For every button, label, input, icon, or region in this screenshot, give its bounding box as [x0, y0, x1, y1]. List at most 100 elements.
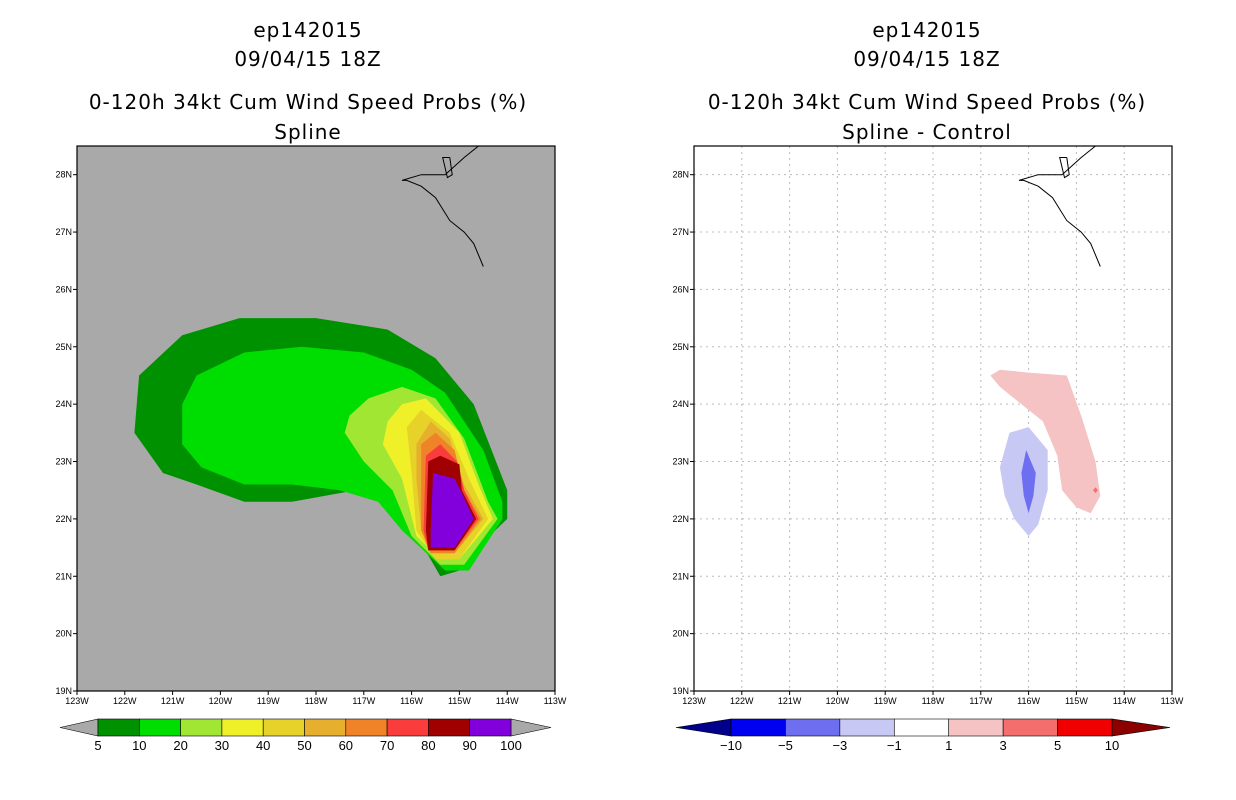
colorbar-swatch	[730, 718, 786, 737]
panel-spline: ep142015 09/04/15 18Z 0-120h 34kt Cum Wi…	[55, 18, 566, 753]
lon-tick-label: 118W	[922, 696, 945, 706]
island-path	[1059, 157, 1070, 179]
lat-tick-label: 21N	[55, 571, 72, 581]
axis-ticks: 123W 122W 121W 120W 119W 118W 117W 116W 115W 114W…	[672, 170, 1183, 706]
lat-tick-label: 28N	[55, 170, 72, 180]
colorbar-swatch	[428, 718, 470, 737]
coastline	[1018, 145, 1101, 267]
colorbar: 5 10 20 30 40 50 60 70 80 90 100	[59, 718, 552, 753]
lat-tick-label: 21N	[672, 571, 689, 581]
colorbar-swatch	[139, 718, 181, 737]
lat-tick-label: 20N	[55, 629, 72, 639]
colorbar-swatch	[1057, 718, 1113, 737]
lon-tick-label: 121W	[161, 696, 185, 706]
lat-tick-label: 28N	[672, 170, 689, 180]
lon-tick-label: 114W	[496, 696, 519, 706]
lon-tick-label: 121W	[778, 696, 802, 706]
colorbar-label: 40	[256, 738, 270, 753]
colorbar-label: 30	[215, 738, 229, 753]
lat-tick-label: 27N	[672, 227, 689, 237]
colorbar-swatch	[785, 718, 841, 737]
lat-tick-label: 22N	[672, 514, 689, 524]
axis-ticks: 123W 122W 121W 120W 119W 118W 117W 116W 115W 114W…	[55, 170, 566, 706]
lat-tick-label: 22N	[55, 514, 72, 524]
colorbar-label: 50	[297, 738, 311, 753]
lon-tick-label: 120W	[826, 696, 850, 706]
colorbar-label: 10	[1105, 738, 1119, 753]
lat-tick-label: 25N	[55, 342, 72, 352]
datetime-title: 09/04/15 18Z	[234, 47, 381, 71]
lon-tick-label: 113W	[1161, 696, 1184, 706]
lat-tick-label: 23N	[672, 457, 689, 467]
lat-tick-label: 23N	[55, 457, 72, 467]
colorbar-low-arrow	[59, 718, 99, 737]
lon-tick-label: 115W	[1065, 696, 1088, 706]
lon-tick-label: 116W	[1017, 696, 1040, 706]
colorbar-swatch	[948, 718, 1004, 737]
datetime-title: 09/04/15 18Z	[853, 47, 1000, 71]
lon-tick-label: 116W	[400, 696, 423, 706]
lat-tick-label: 25N	[672, 342, 689, 352]
colorbar-high-arrow	[510, 718, 552, 737]
colorbar-label: −3	[832, 738, 847, 753]
product-title: 0-120h 34kt Cum Wind Speed Probs (%)	[89, 90, 527, 114]
colorbar-swatch	[304, 718, 347, 737]
lon-tick-label: 123W	[65, 696, 89, 706]
colorbar-label: 70	[380, 738, 394, 753]
colorbar-high-arrow	[1111, 718, 1171, 737]
island-path	[442, 157, 453, 179]
colorbar-label: 100	[500, 738, 522, 753]
colorbar: −10 −5 −3 −1 1 3 5 10	[675, 718, 1171, 753]
colorbar-swatch	[345, 718, 388, 737]
coastline-path	[401, 145, 484, 267]
lon-tick-label: 117W	[969, 696, 992, 706]
colorbar-label: 3	[1000, 738, 1007, 753]
contour-level-90	[430, 473, 474, 548]
storm-id-title: ep142015	[872, 18, 981, 42]
lon-tick-label: 114W	[1113, 696, 1136, 706]
colorbar-swatch	[893, 718, 950, 737]
contour-level-3	[1093, 487, 1098, 494]
lon-tick-label: 120W	[209, 696, 233, 706]
colorbar-label: 1	[945, 738, 952, 753]
lon-tick-label: 122W	[113, 696, 137, 706]
panel-spline-minus-control: ep142015 09/04/15 18Z 0-120h 34kt Cum Wi…	[672, 18, 1183, 753]
colorbar-label: 5	[94, 738, 101, 753]
gridlines	[694, 146, 1172, 691]
colorbar-label: −1	[887, 738, 902, 753]
colorbar-label: −10	[720, 738, 742, 753]
lat-tick-label: 19N	[55, 686, 72, 696]
lon-tick-label: 119W	[874, 696, 897, 706]
lon-tick-label: 122W	[730, 696, 754, 706]
colorbar-swatch	[386, 718, 429, 737]
lon-tick-label: 123W	[682, 696, 706, 706]
contour-level-neg3	[1021, 450, 1036, 514]
colorbar-swatch	[180, 718, 223, 737]
colorbar-swatch	[262, 718, 305, 737]
lon-tick-label: 118W	[305, 696, 328, 706]
colorbar-label: 20	[173, 738, 187, 753]
probability-contours	[134, 318, 508, 577]
lon-tick-label: 113W	[544, 696, 567, 706]
colorbar-swatch	[469, 718, 512, 737]
colorbar-label: 10	[132, 738, 146, 753]
lat-tick-label: 26N	[55, 284, 72, 294]
colorbar-swatch	[221, 718, 264, 737]
lon-tick-label: 117W	[352, 696, 375, 706]
colorbar-swatch	[97, 718, 140, 737]
colorbar-label: 60	[339, 738, 353, 753]
run-title: Spline	[274, 120, 341, 144]
colorbar-swatch	[1002, 718, 1058, 737]
colorbar-low-arrow	[675, 718, 732, 737]
lon-tick-label: 119W	[257, 696, 280, 706]
lat-tick-label: 19N	[672, 686, 689, 696]
coastline-path	[1018, 145, 1101, 267]
contour-level-1	[990, 369, 1101, 514]
lat-tick-label: 27N	[55, 227, 72, 237]
difference-contours	[990, 369, 1101, 537]
lat-tick-label: 24N	[672, 399, 689, 409]
lat-tick-label: 24N	[55, 399, 72, 409]
colorbar-label: 90	[462, 738, 476, 753]
lon-tick-label: 115W	[448, 696, 471, 706]
